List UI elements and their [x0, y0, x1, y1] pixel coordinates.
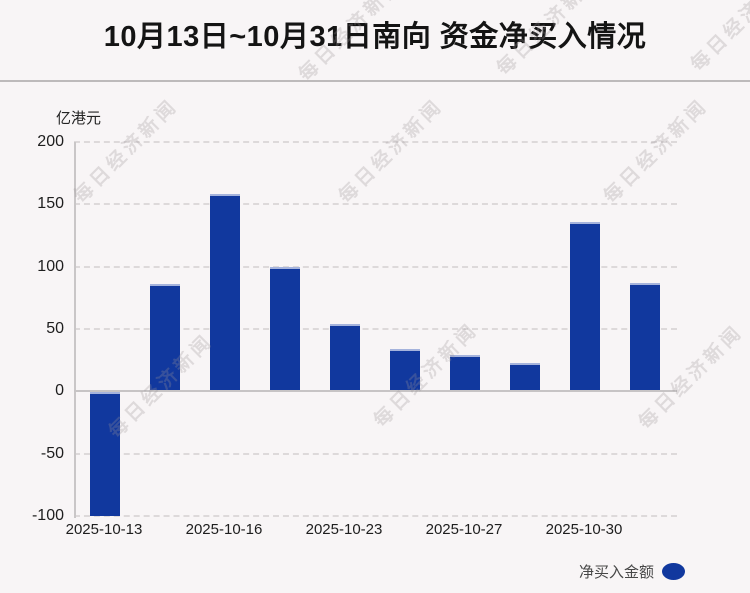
gridline [74, 515, 677, 517]
y-axis-tick-label: -100 [31, 507, 64, 524]
x-axis-tick-label: 2025-10-30 [545, 521, 623, 538]
y-axis-line [74, 142, 76, 518]
y-axis-tick-label: -50 [40, 444, 64, 462]
bar [630, 282, 660, 392]
gridline [74, 141, 677, 143]
y-axis-tick-label: 100 [37, 257, 64, 275]
x-axis-tick-label: 2025-10-23 [305, 521, 383, 538]
watermark-text: 每日经济新闻 [335, 95, 448, 208]
y-axis-tick-label: 0 [55, 382, 64, 400]
y-axis-tick-label: 50 [46, 320, 64, 337]
gridline [74, 203, 677, 206]
legend: 净买入金额 [579, 561, 685, 582]
bar [270, 266, 300, 392]
title-divider [0, 80, 750, 82]
x-axis-tick-label: 2025-10-16 [185, 521, 263, 538]
bar [330, 324, 360, 392]
zero-baseline [74, 390, 677, 393]
y-axis-tick-label: 200 [37, 133, 64, 150]
bar [90, 392, 120, 516]
x-axis-tick-label: 2025-10-27 [425, 521, 503, 538]
y-axis-tick-label: 150 [37, 195, 64, 213]
bar [210, 194, 240, 392]
legend-marker-icon [662, 563, 685, 580]
gridline [74, 265, 677, 268]
bar [510, 362, 540, 392]
gridline [74, 452, 677, 455]
legend-label: 净买入金额 [578, 564, 654, 581]
watermark-text: 每日经济新闻 [600, 95, 713, 208]
bar [150, 284, 180, 392]
bar [390, 348, 420, 392]
gridline [74, 328, 677, 330]
chart-title: 10月13日~10月31日南向 资金净买入情况 [103, 21, 647, 53]
bar [570, 221, 600, 392]
x-axis-tick-label: 2025-10-13 [65, 521, 143, 538]
y-axis-unit-label: 亿港元 [56, 110, 102, 127]
bar [450, 355, 480, 392]
